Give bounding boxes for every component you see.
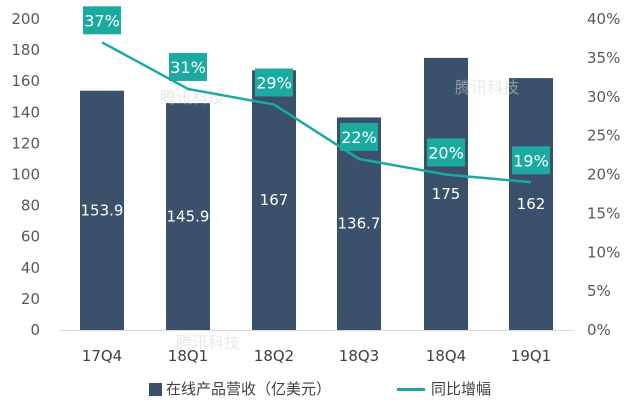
right-tick-label: 25% bbox=[587, 127, 620, 145]
right-tick-label: 10% bbox=[587, 243, 620, 261]
left-tick-label: 140 bbox=[11, 103, 40, 121]
left-tick-label: 200 bbox=[11, 10, 40, 28]
growth-label-box bbox=[169, 52, 207, 81]
legend-line-label: 同比增幅 bbox=[431, 380, 491, 398]
left-tick-label: 0 bbox=[30, 321, 40, 339]
right-tick-label: 35% bbox=[587, 49, 620, 67]
left-tick-label: 160 bbox=[11, 72, 40, 90]
left-tick-label: 60 bbox=[21, 228, 40, 246]
bar bbox=[424, 57, 468, 330]
bar-value-label: 136.7 bbox=[338, 215, 381, 233]
left-tick-label: 120 bbox=[11, 134, 40, 152]
x-axis: 17Q4 18Q1 18Q2 18Q3 18Q4 19Q1 bbox=[60, 330, 574, 365]
left-tick-label: 180 bbox=[11, 41, 40, 59]
legend-bar-label: 在线产品营收（亿美元） bbox=[166, 380, 331, 398]
growth-value-label: 19% bbox=[513, 151, 549, 170]
growth-value-label: 20% bbox=[428, 144, 464, 163]
bar-value-label: 162 bbox=[517, 195, 546, 213]
growth-value-label: 37% bbox=[84, 11, 120, 30]
right-tick-label: 0% bbox=[587, 321, 611, 339]
growth-label-box bbox=[340, 122, 378, 151]
growth-value-label: 22% bbox=[341, 128, 377, 147]
right-tick-label: 40% bbox=[587, 10, 620, 28]
bar-value-label: 175 bbox=[432, 185, 461, 203]
legend: 在线产品营收（亿美元） 同比增幅 bbox=[149, 380, 491, 398]
bar bbox=[80, 90, 124, 330]
x-tick-label: 18Q1 bbox=[168, 347, 208, 365]
growth-label-box bbox=[83, 6, 121, 35]
left-tick-label: 40 bbox=[21, 259, 40, 277]
right-tick-label: 30% bbox=[587, 88, 620, 106]
bar-value-label: 167 bbox=[260, 191, 289, 209]
growth-value-label: 31% bbox=[170, 58, 206, 77]
right-tick-label: 15% bbox=[587, 204, 620, 222]
x-tick-label: 17Q4 bbox=[82, 347, 122, 365]
right-tick-label: 5% bbox=[587, 282, 611, 300]
right-tick-label: 20% bbox=[587, 166, 620, 184]
growth-label-box bbox=[512, 146, 550, 175]
x-tick-label: 18Q3 bbox=[339, 347, 379, 365]
bar-value-label: 153.9 bbox=[81, 201, 124, 219]
watermark-text: 腾讯科技 bbox=[176, 333, 240, 352]
x-tick-label: 18Q4 bbox=[426, 347, 466, 365]
left-tick-label: 20 bbox=[21, 290, 40, 308]
left-axis: 0 20 40 60 80 100 120 140 160 180 200 bbox=[11, 10, 40, 339]
growth-line bbox=[101, 41, 532, 184]
left-tick-label: 80 bbox=[21, 197, 40, 215]
labels-layer: 153.9 145.9 167 136.7 175 162 37% 31% 29% 22% 20% 1… bbox=[81, 6, 550, 233]
growth-value-label: 29% bbox=[256, 74, 292, 93]
bar bbox=[337, 117, 381, 330]
bar-value-label: 145.9 bbox=[167, 208, 210, 226]
bars-layer bbox=[80, 57, 553, 330]
growth-label-box bbox=[427, 138, 465, 167]
bar bbox=[509, 78, 553, 330]
x-tick-label: 19Q1 bbox=[511, 347, 551, 365]
line-layer bbox=[101, 41, 532, 184]
left-tick-label: 100 bbox=[11, 166, 40, 184]
growth-label-box bbox=[255, 68, 293, 97]
x-tick-label: 18Q2 bbox=[254, 347, 294, 365]
right-axis: 0% 5% 10% 15% 20% 25% 30% 35% 40% bbox=[587, 10, 620, 339]
watermark-text: 腾讯科技 bbox=[455, 78, 519, 97]
bar bbox=[166, 103, 210, 330]
legend-bar-swatch bbox=[149, 383, 162, 396]
